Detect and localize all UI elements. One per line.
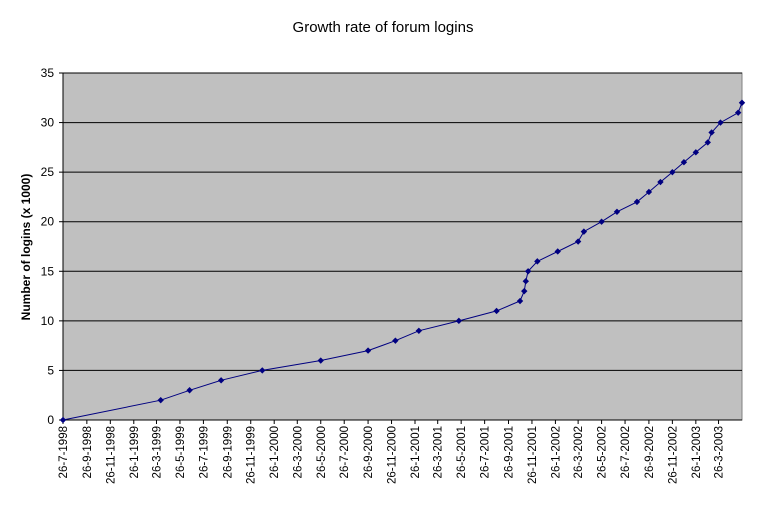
x-tick-label: 26-5-2000 <box>316 426 328 478</box>
x-tick-label: 26-9-2001 <box>503 426 515 478</box>
axes <box>62 73 742 424</box>
series-layer <box>59 99 746 424</box>
x-tick-label: 26-5-2001 <box>456 426 468 478</box>
x-tick-label: 26-11-1999 <box>246 426 258 484</box>
y-tick-label: 5 <box>47 363 54 377</box>
data-point <box>157 396 164 404</box>
data-point <box>516 297 524 305</box>
series-line <box>62 102 743 421</box>
y-tick-label: 0 <box>47 413 54 427</box>
x-tick-label: 26-1-2002 <box>550 426 562 478</box>
x-tick-label: 26-7-2001 <box>480 426 492 478</box>
x-tick-label: 26-7-1999 <box>198 426 210 478</box>
data-point <box>392 337 399 344</box>
y-tick-label: 20 <box>41 215 55 229</box>
plot-area <box>62 72 743 421</box>
x-tick-label: 26-1-1999 <box>129 426 141 478</box>
x-tick-label: 26-1-2003 <box>691 426 703 478</box>
x-tick-label: 26-7-2002 <box>620 426 632 478</box>
x-tick-label: 26-3-1999 <box>151 426 163 478</box>
data-point <box>455 317 463 325</box>
data-point <box>680 159 688 166</box>
data-point <box>704 139 711 146</box>
x-tick-label: 26-3-2002 <box>573 426 585 478</box>
x-tick-label: 26-7-1998 <box>58 426 70 478</box>
data-point <box>580 228 588 235</box>
data-point <box>657 178 664 186</box>
data-point <box>574 238 582 245</box>
data-point <box>554 248 561 255</box>
data-point <box>364 347 372 354</box>
data-point <box>717 119 724 126</box>
gridlines <box>59 72 742 421</box>
data-point <box>521 287 528 295</box>
x-tick-label: 26-1-2000 <box>269 426 281 478</box>
x-tick-label: 26-1-2001 <box>410 426 422 478</box>
data-point <box>415 327 423 334</box>
x-tick-label: 26-9-2002 <box>644 426 656 478</box>
data-point <box>708 129 715 136</box>
y-axis-label: Number of logins (x 1000) <box>19 174 33 321</box>
x-tick-label: 26-9-2000 <box>363 426 375 478</box>
data-point <box>613 208 621 215</box>
y-tick-label: 10 <box>41 314 55 328</box>
chart-title: Growth rate of forum logins <box>292 19 474 36</box>
y-tick-labels: 0 5 10 15 20 25 30 35 <box>41 66 55 427</box>
x-tick-label: 26-9-1999 <box>222 426 234 478</box>
y-tick-label: 35 <box>41 66 55 80</box>
data-point <box>633 198 641 206</box>
data-point <box>59 416 67 424</box>
data-point <box>317 357 324 364</box>
x-tick-label: 26-11-2002 <box>667 426 679 484</box>
data-point <box>522 278 529 285</box>
data-point <box>217 377 225 384</box>
data-point <box>738 99 746 106</box>
x-tick-label: 26-11-2001 <box>527 426 539 484</box>
x-tick-labels: 26-7-1998 26-9-1998 26-11-1998 26-1-1999 26-… <box>58 426 726 484</box>
x-tick-label: 26-3-2001 <box>433 426 445 478</box>
data-point <box>534 258 541 265</box>
x-tick-label: 26-3-2003 <box>714 426 726 478</box>
x-tick-label: 26-3-2000 <box>292 426 304 478</box>
data-point <box>524 268 532 275</box>
data-point <box>692 149 700 156</box>
data-point <box>493 307 500 315</box>
data-point <box>669 168 676 176</box>
data-point <box>645 188 653 196</box>
x-tick-label: 26-11-1998 <box>105 426 117 484</box>
x-tick-label: 26-9-1998 <box>82 426 94 478</box>
data-point <box>259 367 266 374</box>
y-tick-label: 30 <box>41 116 55 130</box>
x-tick-label: 26-5-2002 <box>597 426 609 478</box>
y-tick-label: 15 <box>41 264 55 278</box>
x-tick-label: 26-7-2000 <box>339 426 351 478</box>
y-tick-label: 25 <box>41 165 55 179</box>
data-point <box>734 109 742 116</box>
x-tick-label: 26-5-1999 <box>175 426 187 478</box>
x-tick-label: 26-11-2000 <box>387 426 399 484</box>
data-point <box>186 387 193 394</box>
data-point <box>598 218 605 225</box>
